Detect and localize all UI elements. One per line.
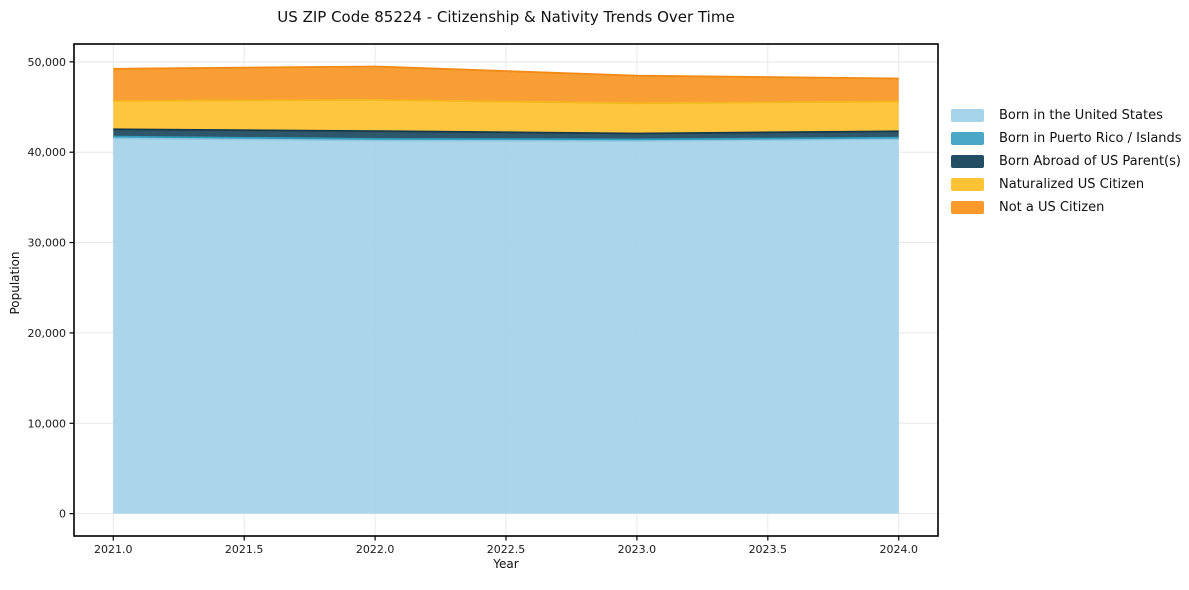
legend-swatch-not-citizen-icon [951, 201, 984, 214]
x-tick-label: 2021.0 [94, 543, 133, 556]
y-tick-label: 10,000 [28, 417, 67, 430]
y-tick-label: 0 [59, 508, 66, 521]
chart-title: US ZIP Code 85224 - Citizenship & Nativi… [74, 8, 938, 26]
y-tick-label: 30,000 [28, 237, 67, 250]
legend-item: Born in Puerto Rico / Islands [951, 127, 1182, 150]
chart-figure: 0 10,000 20,000 30,000 40,000 50,000 2021.0 202… [0, 0, 1189, 590]
legend-item: Born in the United States [951, 104, 1182, 127]
x-tick-label: 2022.5 [487, 543, 526, 556]
x-tick-label: 2021.5 [225, 543, 264, 556]
legend-item: Born Abroad of US Parent(s) [951, 150, 1182, 173]
legend-item: Naturalized US Citizen [951, 173, 1182, 196]
legend-swatch-naturalized-icon [951, 178, 984, 191]
legend: Born in the United States Born in Puerto… [951, 104, 1182, 219]
x-axis-label: Year [74, 557, 938, 571]
x-tick-label: 2024.0 [879, 543, 918, 556]
legend-label: Born in Puerto Rico / Islands [999, 131, 1182, 146]
legend-label: Born Abroad of US Parent(s) [999, 154, 1181, 169]
y-tick-label: 40,000 [28, 146, 67, 159]
area-layer [113, 138, 898, 513]
area-layer [113, 100, 898, 134]
y-tick-label: 50,000 [28, 56, 67, 69]
x-tick-label: 2022.0 [356, 543, 395, 556]
y-axis-label: Population [8, 251, 22, 314]
legend-swatch-puerto-rico-icon [951, 132, 984, 145]
legend-swatch-born-us-icon [951, 109, 984, 122]
legend-label: Not a US Citizen [999, 200, 1104, 215]
chart-canvas: 0 10,000 20,000 30,000 40,000 50,000 2021.0 202… [0, 0, 1189, 590]
legend-swatch-born-abroad-icon [951, 155, 984, 168]
x-tick-label: 2023.5 [749, 543, 788, 556]
legend-label: Born in the United States [999, 108, 1163, 123]
x-tick-label: 2023.0 [618, 543, 657, 556]
legend-item: Not a US Citizen [951, 196, 1182, 219]
area-layer [113, 67, 898, 104]
y-tick-label: 20,000 [28, 327, 67, 340]
legend-label: Naturalized US Citizen [999, 177, 1144, 192]
